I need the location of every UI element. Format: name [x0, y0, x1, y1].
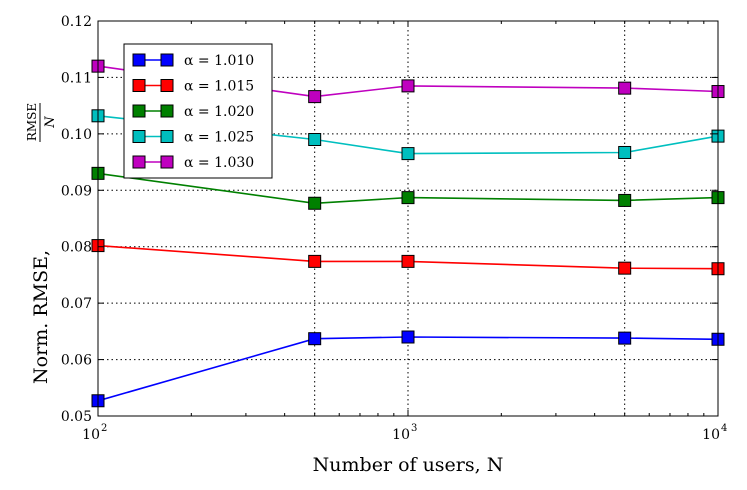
series-layer [91, 59, 725, 408]
data-point [401, 147, 415, 161]
y-tick-label: 0.09 [61, 183, 92, 199]
legend-entry: α = 1.020 [132, 104, 254, 120]
x-tick-label-exponent: 3 [411, 423, 417, 434]
legend-label: α = 1.025 [184, 130, 254, 146]
x-tick-label-exponent: 2 [101, 423, 107, 434]
data-point [618, 193, 632, 207]
legend-marker [160, 53, 174, 67]
y-axis-label: Norm. RMSE, RMSE N [25, 103, 58, 384]
legend-marker [132, 104, 146, 118]
data-point [401, 79, 415, 93]
legend-label: α = 1.015 [184, 79, 254, 95]
legend-entry: α = 1.015 [132, 79, 254, 95]
data-point [308, 133, 322, 146]
x-tick-label-exponent: 4 [721, 423, 727, 434]
y-tick-label: 0.12 [61, 14, 92, 30]
legend-entry: α = 1.025 [132, 130, 254, 146]
y-tick-label: 0.07 [61, 296, 92, 312]
data-point [618, 261, 632, 275]
y-tick-label: 0.11 [61, 70, 92, 86]
legend-entry: α = 1.030 [132, 155, 254, 171]
data-point [618, 331, 632, 345]
data-point [308, 90, 322, 104]
x-tick-label: 10 2 [82, 423, 107, 443]
series-1 [91, 239, 725, 276]
x-axis-label: Number of users, N [313, 454, 504, 476]
legend-label: α = 1.020 [184, 104, 254, 120]
legend-marker [160, 79, 174, 92]
legend-marker [132, 130, 146, 143]
data-point [308, 332, 322, 346]
data-point [618, 145, 632, 159]
data-point [618, 81, 632, 95]
legend-marker [132, 79, 146, 92]
data-point [401, 254, 415, 268]
data-point [308, 254, 322, 268]
data-point [308, 196, 322, 210]
legend-entry: α = 1.010 [132, 53, 254, 69]
y-tick-label: 0.05 [61, 409, 92, 425]
data-point [401, 330, 415, 344]
legend-label: α = 1.010 [184, 53, 254, 69]
x-tick-label-base: 10 [82, 427, 100, 443]
legend-marker [132, 155, 146, 169]
x-tick-label: 10 3 [392, 423, 417, 443]
y-axis-label-numerator: RMSE [25, 103, 39, 141]
x-tick-label: 10 4 [702, 423, 727, 443]
data-point [401, 191, 415, 205]
legend-marker [160, 104, 174, 118]
legend-marker [160, 155, 174, 169]
x-tick-label-base: 10 [392, 427, 410, 443]
x-tick-label-base: 10 [702, 427, 720, 443]
y-tick-label: 0.06 [61, 353, 92, 369]
y-axis-label-main: Norm. RMSE, [30, 250, 52, 384]
y-tick-label: 0.08 [61, 240, 92, 256]
legend-label: α = 1.030 [184, 155, 254, 171]
y-axis-label-denominator: N [43, 116, 58, 129]
legend-box [123, 43, 273, 179]
legend-marker [132, 53, 146, 67]
legend-marker [160, 130, 174, 143]
y-tick-label: 0.10 [61, 127, 92, 143]
legend: α = 1.010 α = 1.015 α = 1.020 α = 1.025 α = … [123, 43, 273, 179]
